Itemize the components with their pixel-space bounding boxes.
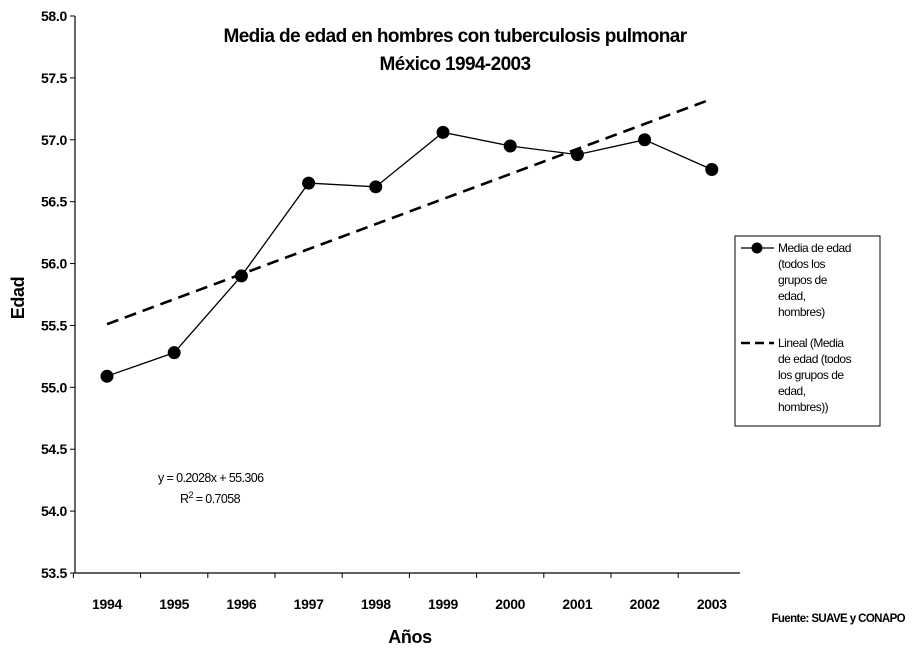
legend-label-line: edad,	[778, 384, 806, 398]
y-tick-label: 58.0	[41, 8, 68, 24]
y-axis: 58.0 57.5 57.0 56.5 56.0 55.5 55.0 54.5 54.0 53.5	[41, 8, 76, 581]
r-squared-text: R2 = 0.7058	[180, 490, 241, 506]
x-tick-label: 1994	[92, 596, 122, 612]
x-tick-label: 2001	[562, 596, 592, 612]
y-tick-label: 56.5	[41, 194, 68, 210]
data-point	[167, 346, 181, 360]
x-tick-label: 1996	[226, 596, 256, 612]
legend: Media de edad (todos los grupos de edad, hom…	[734, 235, 881, 427]
r-squared-superscript: 2	[188, 490, 193, 500]
trendline	[106, 97, 713, 326]
legend-label-line: de edad (todos	[778, 352, 852, 366]
legend-label-line: (todos los	[778, 257, 826, 271]
y-tick-label: 56.0	[41, 256, 68, 272]
data-point	[705, 162, 719, 176]
series-line	[106, 131, 713, 377]
x-tick-label: 2003	[697, 596, 727, 612]
x-tick-label: 1997	[294, 596, 324, 612]
data-point	[570, 148, 584, 162]
legend-box	[734, 235, 881, 427]
r-squared-symbol: R	[180, 492, 189, 506]
x-tick-label: 1995	[159, 596, 189, 612]
data-point	[100, 369, 114, 383]
trendline-equation: y = 0.2028x + 55.306 R2 = 0.7058	[158, 471, 265, 506]
legend-label-line: Lineal (Media	[778, 336, 844, 350]
y-tick-label: 57.5	[41, 70, 68, 86]
r-squared-value: = 0.7058	[193, 492, 241, 506]
x-tick-label: 2002	[630, 596, 660, 612]
y-tick-label: 53.5	[41, 565, 68, 581]
data-point	[503, 139, 517, 153]
legend-label-series: Media de edad (todos los grupos de edad, hom…	[778, 241, 851, 319]
data-point	[436, 125, 450, 139]
source-note: Fuente: SUAVE y CONAPO	[771, 613, 905, 625]
x-tick-label: 1999	[428, 596, 458, 612]
legend-label-line: los grupos de	[778, 368, 844, 382]
chart-title-line-1: Media de edad en hombres con tuberculosi…	[223, 26, 687, 47]
x-axis: 1994 1995 1996 1997 1998 1999 2000 2001 2002 2003	[72, 572, 740, 612]
y-tick-label: 55.5	[41, 317, 68, 333]
x-axis-title: Años	[388, 627, 432, 647]
y-tick-label: 54.0	[41, 503, 68, 519]
y-tick-label: 54.5	[41, 441, 68, 457]
y-axis-title: Edad	[8, 277, 28, 319]
y-tick-label: 57.0	[41, 132, 68, 148]
y-tick-label: 55.0	[41, 379, 68, 395]
x-tick-label: 2000	[495, 596, 525, 612]
chart-title: Media de edad en hombres con tuberculosi…	[223, 26, 688, 75]
legend-swatch-marker	[751, 242, 763, 254]
trendline-equation-text: y = 0.2028x + 55.306	[158, 471, 264, 485]
data-point	[234, 269, 248, 283]
legend-label-line: grupos de	[778, 273, 828, 287]
series-layer	[100, 125, 719, 383]
legend-label-line: edad,	[778, 289, 806, 303]
legend-label-line: Media de edad	[778, 241, 851, 255]
data-point	[638, 133, 652, 147]
trendline-layer	[106, 97, 713, 326]
legend-label-line: hombres)	[778, 305, 825, 319]
data-point	[369, 180, 383, 194]
legend-label-line: hombres))	[778, 400, 829, 414]
legend-label-trendline: Lineal (Media de edad (todos los grupos de…	[778, 336, 852, 414]
data-point	[302, 176, 316, 190]
chart-title-line-2: México 1994-2003	[380, 54, 531, 75]
x-tick-label: 1998	[361, 596, 391, 612]
